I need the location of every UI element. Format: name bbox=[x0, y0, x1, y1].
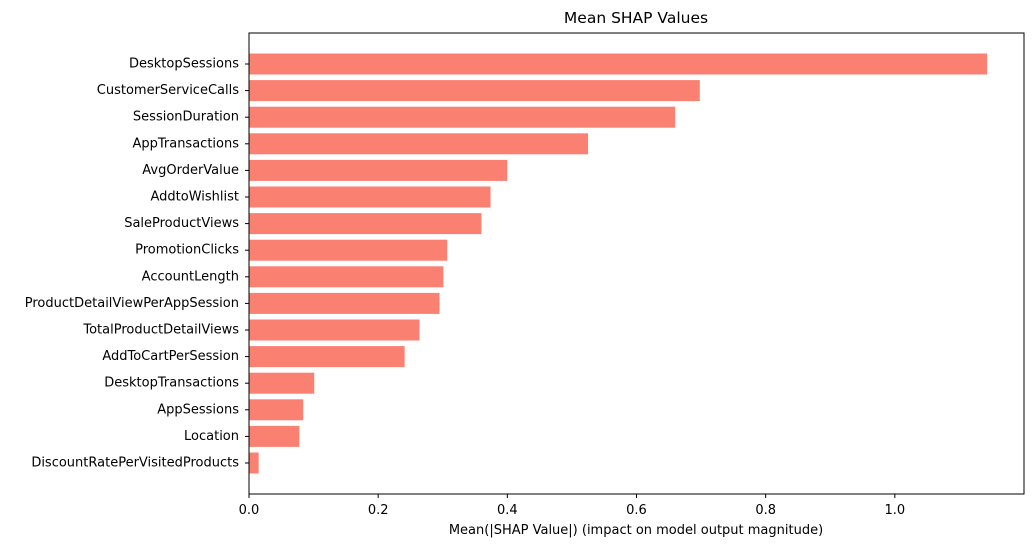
y-tick-label-customerservicecalls: CustomerServiceCalls bbox=[97, 83, 239, 98]
bar-apptransactions bbox=[249, 133, 589, 155]
bar-desktoptransactions bbox=[249, 372, 315, 394]
x-tick-label: 0.4 bbox=[497, 503, 518, 518]
bar-appsessions bbox=[249, 399, 304, 421]
chart-title: Mean SHAP Values bbox=[564, 9, 708, 27]
y-tick-label-addtowishlist: AddtoWishlist bbox=[150, 190, 239, 205]
y-tick-label-discountratepervisitedproducts: DiscountRatePerVisitedProducts bbox=[31, 456, 239, 471]
x-axis-ticks: 0.0 0.2 0.4 0.6 0.8 1.0 bbox=[239, 494, 905, 518]
y-tick-label-productdetailviewperappsession: ProductDetailViewPerAppSession bbox=[25, 296, 239, 311]
y-tick-label-appsessions: AppSessions bbox=[157, 402, 239, 417]
x-axis-label: Mean(|SHAP Value|) (impact on model outp… bbox=[449, 523, 823, 538]
x-tick-label: 0.6 bbox=[626, 503, 647, 518]
y-tick-label-location: Location bbox=[184, 429, 239, 444]
bar-totalproductdetailviews bbox=[249, 319, 420, 341]
x-tick-label: 1.0 bbox=[884, 503, 905, 518]
y-tick-label-desktopsessions: DesktopSessions bbox=[129, 57, 239, 72]
x-tick-label: 0.0 bbox=[239, 503, 260, 518]
bar-promotionclicks bbox=[249, 239, 448, 261]
y-tick-label-saleproductviews: SaleProductViews bbox=[124, 216, 239, 231]
bar-sessionduration bbox=[249, 106, 676, 128]
bar-discountratepervisitedproducts bbox=[249, 452, 259, 474]
plot-frame bbox=[248, 32, 1025, 495]
bars-group bbox=[249, 53, 988, 474]
bar-accountlength bbox=[249, 266, 444, 288]
y-tick-label-promotionclicks: PromotionClicks bbox=[135, 243, 239, 258]
y-tick-label-accountlength: AccountLength bbox=[142, 269, 239, 284]
bar-addtowishlist bbox=[249, 186, 491, 208]
y-tick-label-addtocartpersession: AddToCartPerSession bbox=[102, 349, 239, 364]
y-tick-label-sessionduration: SessionDuration bbox=[133, 110, 239, 125]
bar-location bbox=[249, 425, 300, 447]
y-tick-label-apptransactions: AppTransactions bbox=[132, 136, 239, 151]
x-tick-label: 0.8 bbox=[755, 503, 776, 518]
y-tick-label-avgordervalue: AvgOrderValue bbox=[142, 163, 239, 178]
bar-addtocartpersession bbox=[249, 346, 405, 368]
bar-productdetailviewperappsession bbox=[249, 292, 440, 314]
x-tick-label: 0.2 bbox=[368, 503, 389, 518]
y-axis-ticks: DesktopSessions CustomerServiceCalls Sessi… bbox=[25, 57, 249, 471]
bar-customerservicecalls bbox=[249, 80, 700, 102]
y-tick-label-totalproductdetailviews: TotalProductDetailViews bbox=[82, 323, 239, 338]
bar-avgordervalue bbox=[249, 159, 508, 181]
bar-saleproductviews bbox=[249, 213, 482, 235]
bar-desktopsessions bbox=[249, 53, 988, 75]
y-tick-label-desktoptransactions: DesktopTransactions bbox=[104, 376, 239, 391]
